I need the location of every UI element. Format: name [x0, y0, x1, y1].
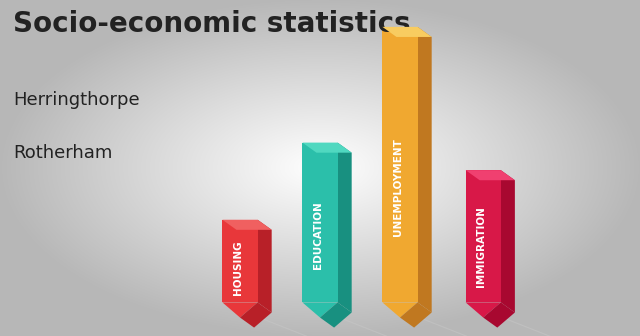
Polygon shape: [417, 318, 472, 336]
Polygon shape: [302, 302, 338, 318]
Polygon shape: [417, 27, 432, 312]
Polygon shape: [466, 170, 515, 180]
Polygon shape: [240, 302, 272, 328]
Polygon shape: [383, 27, 432, 37]
Polygon shape: [500, 318, 555, 336]
Polygon shape: [258, 318, 312, 336]
Polygon shape: [223, 220, 258, 302]
Polygon shape: [338, 318, 392, 336]
Text: IMMIGRATION: IMMIGRATION: [476, 206, 486, 287]
Polygon shape: [383, 27, 417, 302]
Polygon shape: [223, 302, 258, 318]
Text: Rotherham: Rotherham: [13, 144, 112, 163]
Polygon shape: [500, 170, 515, 312]
Text: Herringthorpe: Herringthorpe: [13, 91, 140, 109]
Text: Socio-economic statistics: Socio-economic statistics: [13, 10, 410, 38]
Polygon shape: [302, 142, 338, 302]
Polygon shape: [338, 142, 352, 312]
Text: EDUCATION: EDUCATION: [313, 201, 323, 269]
Polygon shape: [223, 220, 272, 230]
Polygon shape: [466, 170, 500, 302]
Polygon shape: [483, 302, 515, 328]
Text: HOUSING: HOUSING: [233, 240, 243, 295]
Text: UNEMPLOYMENT: UNEMPLOYMENT: [393, 138, 403, 236]
Polygon shape: [466, 302, 500, 318]
Polygon shape: [320, 302, 352, 328]
Polygon shape: [258, 220, 272, 312]
Polygon shape: [400, 302, 432, 328]
Polygon shape: [302, 142, 352, 153]
Polygon shape: [383, 302, 417, 318]
